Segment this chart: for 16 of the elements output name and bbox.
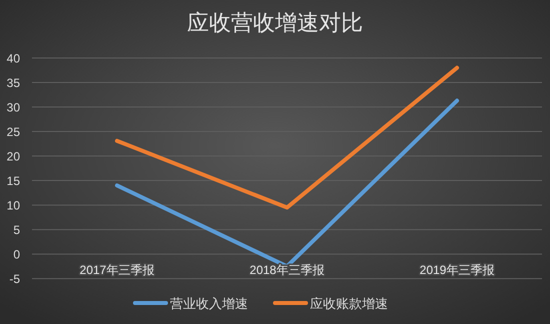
- y-tick-label: 40: [6, 52, 20, 66]
- y-tick-label: 30: [6, 100, 20, 115]
- x-tick-label: 2017年三季报: [80, 263, 154, 278]
- y-tick-label: 20: [6, 150, 20, 164]
- y-tick-label: 0: [13, 248, 20, 262]
- y-tick-label: 25: [6, 125, 20, 140]
- y-tick-label: 35: [6, 76, 20, 90]
- legend-label: 应收账款增速: [310, 296, 388, 311]
- x-tick-label: 2019年三季报: [420, 263, 494, 278]
- y-tick-label: 15: [6, 174, 20, 188]
- chart-title: 应收营收增速对比: [187, 10, 363, 35]
- y-tick-label: 5: [13, 223, 20, 238]
- y-tick-label: 10: [6, 198, 20, 213]
- y-tick-label: -5: [9, 272, 20, 286]
- legend-label: 营业收入增速: [170, 296, 248, 311]
- x-tick-label: 2018年三季报: [250, 263, 324, 278]
